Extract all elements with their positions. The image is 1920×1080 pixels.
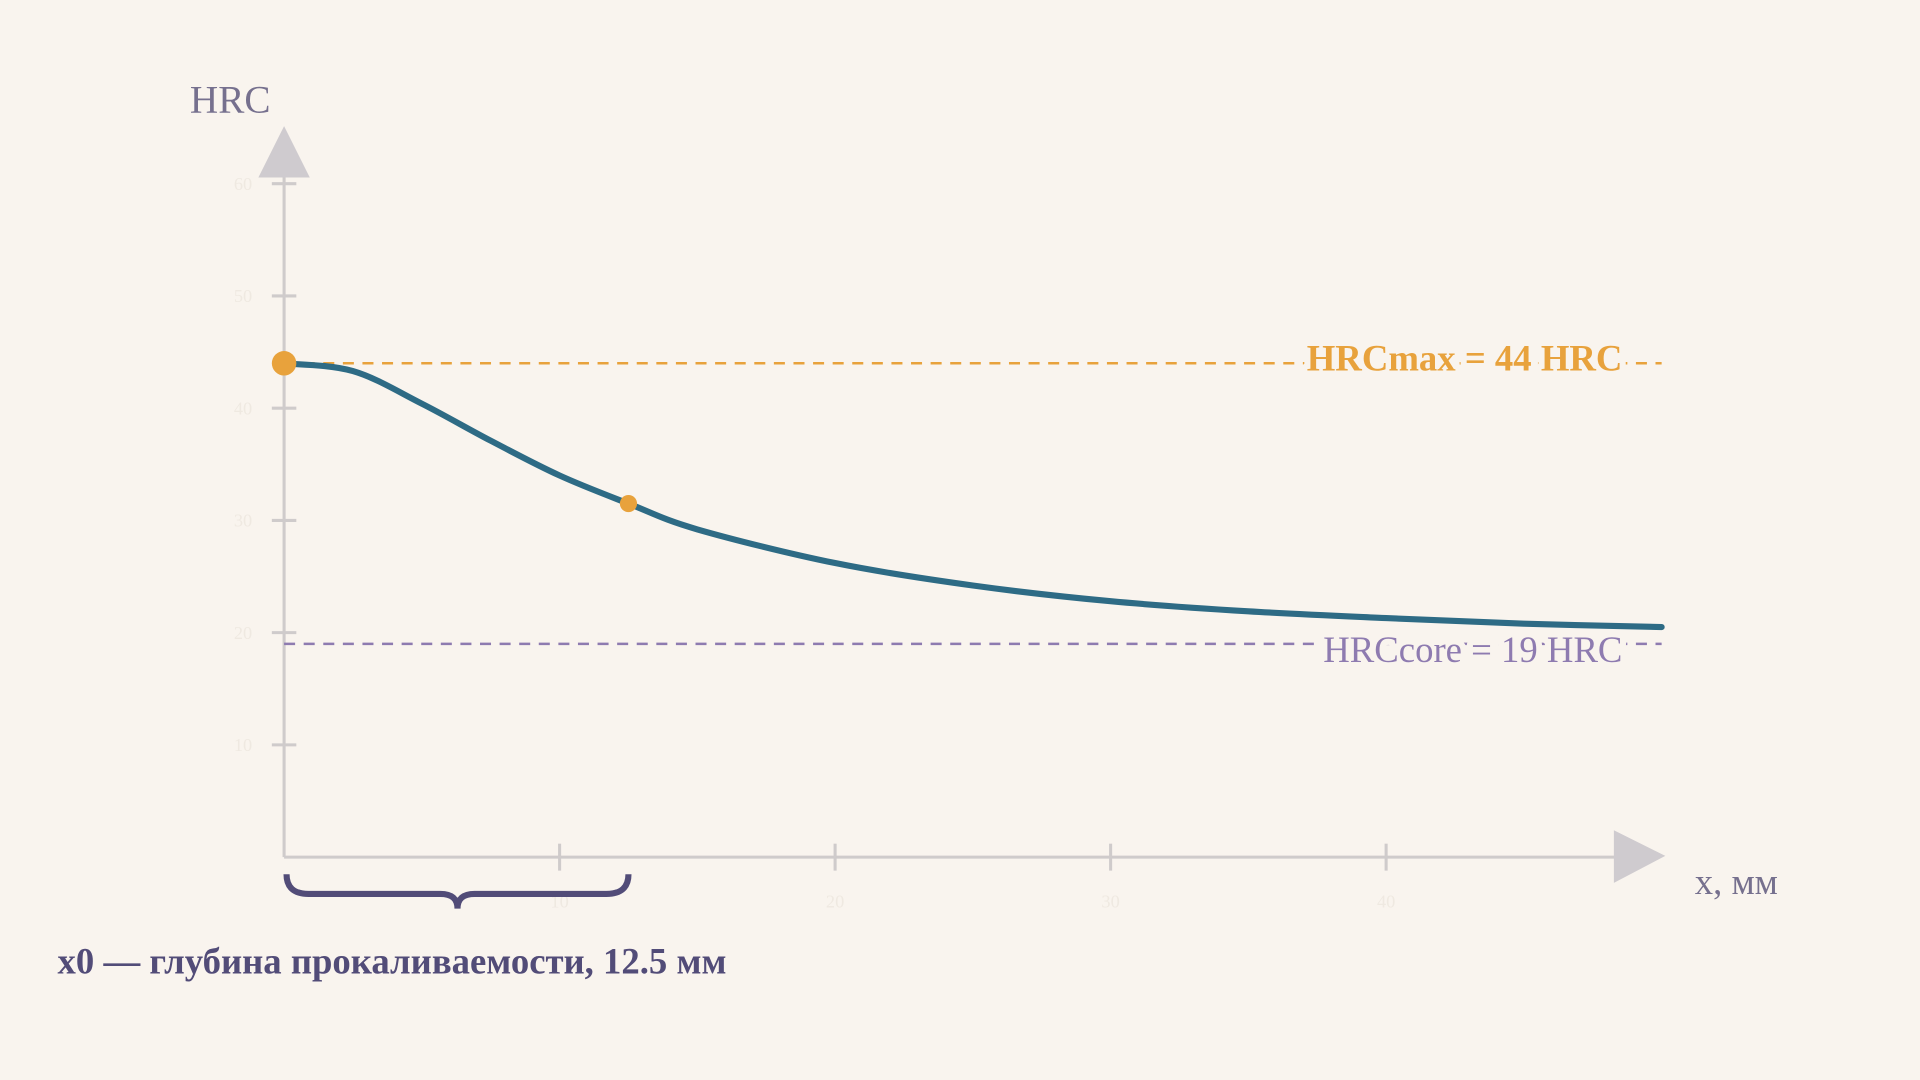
x-tick-label: 30 [1101,891,1119,911]
depth-label: x0 — глубина прокаливаемости, 12.5 мм [58,940,727,981]
x-axis-arrow [1613,830,1666,883]
y-tick-label: 20 [234,623,252,643]
y-tick-label: 60 [234,174,252,194]
hardness-curve [281,360,1665,631]
y-tick-label: 10 [234,735,252,755]
y-tick-label: 50 [234,286,252,306]
x-tick-label: 40 [1377,891,1395,911]
x-tick-label: 20 [826,891,844,911]
x-axis-label: x, мм [1695,861,1778,902]
depth-brace [283,874,632,909]
y-tick-label: 30 [234,511,252,531]
y-axis-arrow [258,126,310,178]
reference-label: HRCmax = 44 HRC [1307,338,1623,379]
y-axis-label: HRC [190,79,271,122]
start-point [271,351,297,376]
y-tick-label: 40 [234,398,252,418]
depth-point [619,495,638,513]
reference-label: HRCcore = 19 HRC [1323,629,1622,670]
